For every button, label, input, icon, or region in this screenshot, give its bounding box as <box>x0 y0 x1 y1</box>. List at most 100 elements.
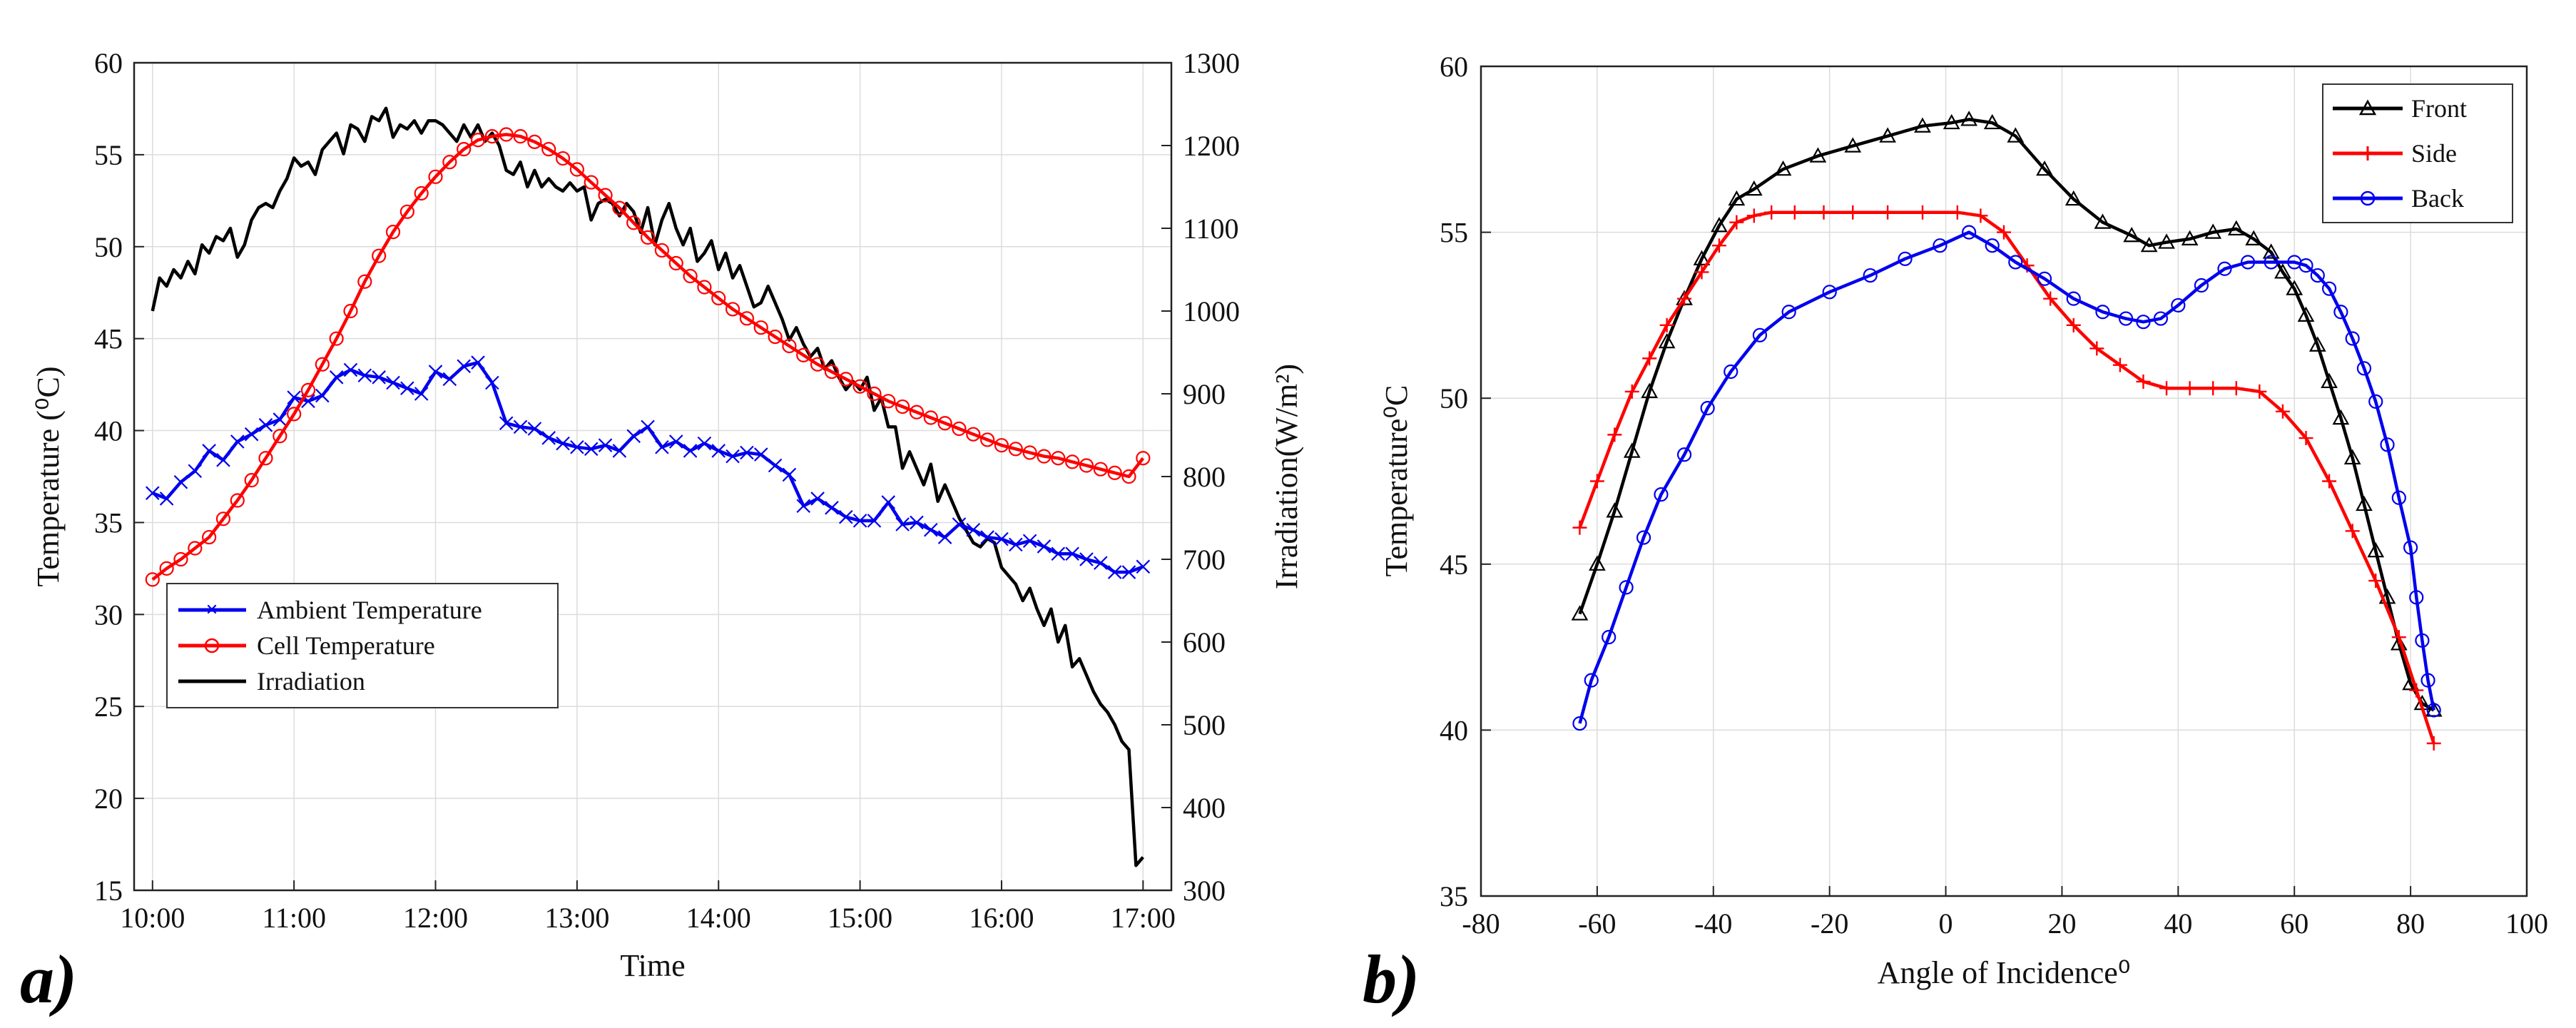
point-ambient-temperature <box>924 522 938 537</box>
point-back <box>1572 716 1587 731</box>
point-front <box>1728 190 1746 206</box>
point-cell-temperature <box>1121 469 1136 484</box>
legend-marker-cell <box>204 638 220 653</box>
point-front <box>1879 127 1896 143</box>
point-side <box>2112 357 2127 372</box>
point-ambient-temperature <box>980 530 994 544</box>
point-side <box>1997 225 2011 240</box>
point-back <box>2415 633 2430 648</box>
point-side <box>1746 208 1761 223</box>
point-ambient-temperature <box>159 492 174 506</box>
point-front <box>2036 160 2053 176</box>
point-ambient-temperature <box>173 474 188 489</box>
point-front <box>2286 280 2303 295</box>
point-cell-temperature <box>315 357 330 372</box>
legend-label-cell: Cell Temperature <box>257 631 435 660</box>
point-ambient-temperature <box>428 365 443 379</box>
point-front <box>2343 449 2361 465</box>
point-side <box>1677 291 1692 306</box>
point-cell-temperature <box>173 551 188 567</box>
point-ambient-temperature <box>414 387 429 401</box>
x-tick-label: -40 <box>1694 907 1732 940</box>
point-ambient-temperature <box>343 362 358 377</box>
point-cell-temperature <box>753 320 768 335</box>
point-cell-temperature <box>470 133 486 148</box>
point-back <box>1933 238 1948 253</box>
y-tick-label: 60 <box>94 47 123 79</box>
point-ambient-temperature <box>612 444 627 458</box>
point-back <box>2095 305 2110 320</box>
y-tick-label: 35 <box>1440 880 1468 912</box>
point-ambient-temperature <box>273 412 287 427</box>
point-front <box>2321 372 2338 389</box>
point-back <box>1700 401 1715 416</box>
y-axis-right-label-a: Irradiation(W/m²) <box>1269 364 1304 589</box>
point-front <box>1914 117 1931 133</box>
legend-label-front: Front <box>2411 94 2467 123</box>
point-ambient-temperature <box>994 531 1009 546</box>
point-side <box>2391 630 2406 645</box>
point-cell-temperature <box>244 473 259 488</box>
point-back <box>2403 540 2418 555</box>
point-cell-temperature <box>1037 449 1052 464</box>
point-back <box>2194 278 2209 293</box>
point-ambient-temperature <box>1121 565 1136 579</box>
y-axis-label-a: Temperature (⁰C) <box>31 367 66 587</box>
point-cell-temperature <box>385 225 401 240</box>
point-ambient-temperature <box>966 522 981 537</box>
point-cell-temperature <box>881 394 896 409</box>
point-cell-temperature <box>994 438 1009 453</box>
point-cell-temperature <box>654 243 669 258</box>
point-side <box>2275 404 2290 419</box>
point-front <box>2245 230 2263 246</box>
y-right-tick-label: 800 <box>1183 461 1226 493</box>
point-front <box>2332 409 2350 425</box>
x-tick-label: -20 <box>1811 907 1848 940</box>
point-back <box>2409 590 2424 605</box>
point-ambient-temperature <box>541 431 556 445</box>
point-cell-temperature <box>867 386 882 402</box>
point-cell-temperature <box>428 169 443 184</box>
point-side <box>2322 474 2337 489</box>
point-ambient-temperature <box>584 442 599 457</box>
point-cell-temperature <box>442 155 457 170</box>
axes-box-b <box>1480 65 2528 897</box>
point-ambient-temperature <box>329 370 344 385</box>
point-front <box>2158 233 2175 249</box>
point-front <box>1960 111 1977 126</box>
point-ambient-temperature <box>768 458 783 473</box>
point-back <box>1619 580 1634 595</box>
y-tick-label: 20 <box>94 783 123 815</box>
point-front <box>1745 180 1763 196</box>
point-cell-temperature <box>1065 454 1080 469</box>
ticks-b: -80 -60 -40 -20 0 20 40 60 80 100 35 40 45 50 55 60 <box>1440 51 2548 940</box>
y-right-tick-label: 1200 <box>1183 130 1240 162</box>
point-ambient-temperature <box>867 514 882 528</box>
point-cell-temperature <box>952 421 967 437</box>
legend-label-irradiation: Irradiation <box>257 667 365 696</box>
point-front <box>1571 605 1589 621</box>
point-back <box>2264 255 2279 270</box>
point-ambient-temperature <box>570 439 584 454</box>
point-side <box>2159 381 2174 396</box>
point-side <box>1915 205 1930 220</box>
y-right-tick-label: 300 <box>1183 875 1226 907</box>
point-front <box>1983 113 2001 130</box>
point-ambient-temperature <box>244 427 259 442</box>
series-line-cell-temperature <box>151 133 1145 581</box>
point-ambient-temperature <box>697 436 712 451</box>
point-back <box>2037 271 2052 286</box>
point-back <box>1822 285 1837 300</box>
point-ambient-temperature <box>146 486 160 500</box>
x-tick-label: 14:00 <box>686 902 751 934</box>
legend-marker-front <box>2358 99 2377 116</box>
point-front <box>1774 160 1792 176</box>
point-cell-temperature <box>838 372 853 387</box>
point-ambient-temperature <box>825 501 839 515</box>
legend-a: ✕ Ambient Temperature Cell Temperature I… <box>166 583 559 708</box>
point-ambient-temperature <box>216 453 230 467</box>
point-back <box>1636 530 1651 545</box>
point-back <box>2391 490 2406 505</box>
point-cell-temperature <box>329 331 344 346</box>
point-cell-temperature <box>683 268 698 284</box>
